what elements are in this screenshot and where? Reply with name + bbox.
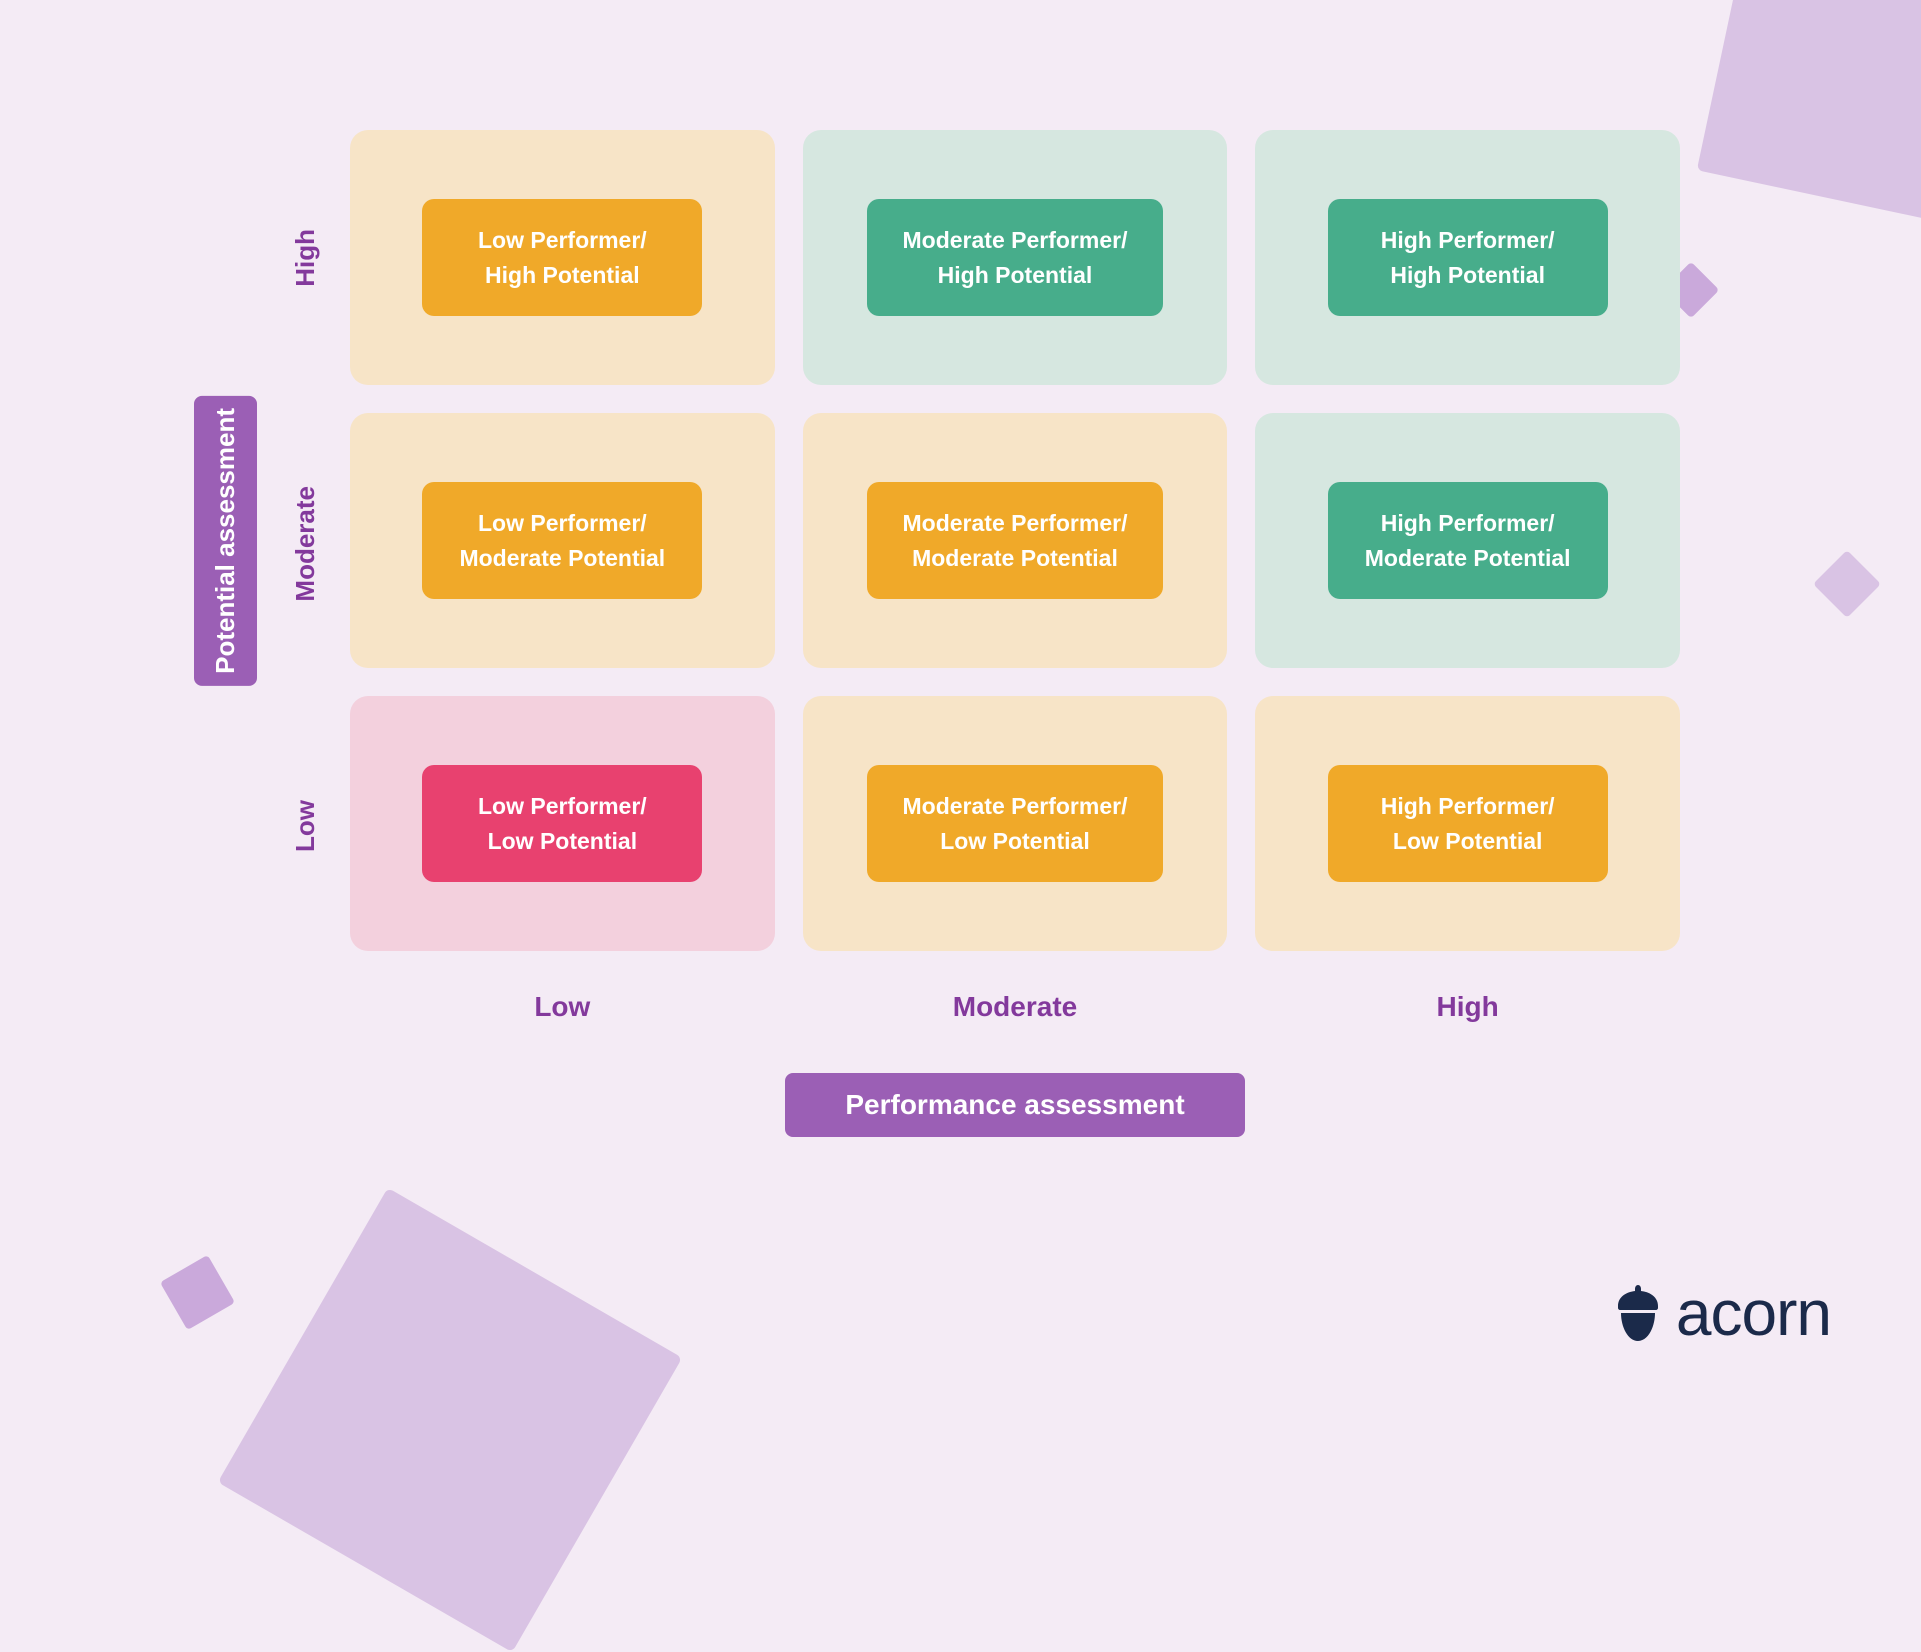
y-ticks: High Moderate Low (260, 130, 350, 951)
cell-line2: Moderate Potential (458, 541, 666, 576)
brand-logo: acorn (1614, 1276, 1831, 1350)
matrix-cell: Low Performer/High Potential (350, 130, 775, 385)
x-axis-title-container: Performance assessment (350, 1073, 1680, 1137)
cell-line2: Low Potential (903, 824, 1128, 859)
x-tick-low: Low (350, 991, 775, 1023)
cell-line1: Moderate Performer/ (903, 506, 1128, 541)
brand-logo-text: acorn (1676, 1276, 1831, 1350)
matrix-cell: High Performer/High Potential (1255, 130, 1680, 385)
y-tick-high: High (290, 229, 321, 287)
cell-line1: Low Performer/ (458, 223, 666, 258)
matrix-cell-label: High Performer/High Potential (1328, 199, 1608, 316)
cell-line2: Moderate Potential (903, 541, 1128, 576)
deco-square-top-right (1697, 0, 1921, 224)
cell-line2: Low Potential (458, 824, 666, 859)
y-axis-title-container: Potential assessment (190, 241, 260, 841)
matrix-cell: Moderate Performer/Low Potential (803, 696, 1228, 951)
cell-line1: High Performer/ (1364, 506, 1572, 541)
matrix-cell-label: Moderate Performer/Moderate Potential (867, 482, 1164, 599)
deco-square-bottom-left (218, 1188, 682, 1652)
matrix-cell-label: High Performer/Moderate Potential (1328, 482, 1608, 599)
matrix-cell: Moderate Performer/Moderate Potential (803, 413, 1228, 668)
matrix-cell-label: Low Performer/Low Potential (422, 765, 702, 882)
cell-line1: Moderate Performer/ (903, 223, 1128, 258)
y-axis-title: Potential assessment (194, 396, 257, 686)
matrix-cell: Low Performer/Low Potential (350, 696, 775, 951)
deco-diamond-bottom-left (160, 1255, 235, 1330)
cell-line2: Low Potential (1364, 824, 1572, 859)
matrix-cell-label: Moderate Performer/High Potential (867, 199, 1164, 316)
cell-line1: Moderate Performer/ (903, 789, 1128, 824)
matrix-cell-label: Moderate Performer/Low Potential (867, 765, 1164, 882)
cell-line2: High Potential (1364, 258, 1572, 293)
cell-line1: Low Performer/ (458, 506, 666, 541)
matrix-cell-label: Low Performer/Moderate Potential (422, 482, 702, 599)
deco-diamond-right-2 (1813, 550, 1881, 618)
x-axis-title: Performance assessment (785, 1073, 1244, 1137)
nine-box-matrix: Potential assessment High Moderate Low L… (190, 130, 1730, 1137)
cell-line2: High Potential (903, 258, 1128, 293)
matrix-cell-label: High Performer/Low Potential (1328, 765, 1608, 882)
x-tick-moderate: Moderate (803, 991, 1228, 1023)
cell-line2: Moderate Potential (1364, 541, 1572, 576)
cell-line1: Low Performer/ (458, 789, 666, 824)
x-tick-high: High (1255, 991, 1680, 1023)
matrix-grid: Low Performer/High PotentialModerate Per… (350, 130, 1680, 951)
cell-line1: High Performer/ (1364, 789, 1572, 824)
matrix-cell: High Performer/Moderate Potential (1255, 413, 1680, 668)
x-ticks: Low Moderate High (350, 991, 1680, 1023)
y-tick-low: Low (290, 800, 321, 852)
cell-line1: High Performer/ (1364, 223, 1572, 258)
matrix-cell: High Performer/Low Potential (1255, 696, 1680, 951)
matrix-cell-label: Low Performer/High Potential (422, 199, 702, 316)
matrix-cell: Low Performer/Moderate Potential (350, 413, 775, 668)
acorn-icon (1614, 1285, 1662, 1341)
matrix-cell: Moderate Performer/High Potential (803, 130, 1228, 385)
cell-line2: High Potential (458, 258, 666, 293)
y-tick-moderate: Moderate (290, 486, 321, 602)
